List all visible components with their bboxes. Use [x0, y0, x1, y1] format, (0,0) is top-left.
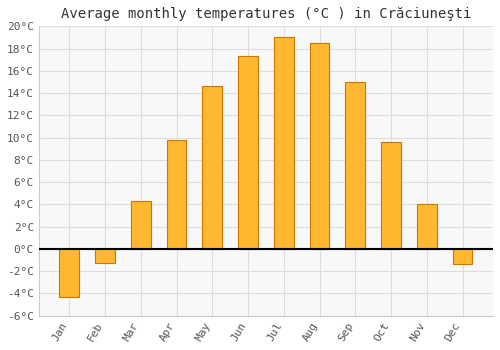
Bar — [60, 249, 79, 297]
Bar — [452, 249, 472, 265]
Bar — [202, 86, 222, 249]
Bar — [417, 204, 436, 249]
Bar — [310, 43, 330, 249]
Bar — [238, 56, 258, 249]
Bar — [346, 82, 365, 249]
Title: Average monthly temperatures (°C ) in Crăciuneşti: Average monthly temperatures (°C ) in Cr… — [60, 7, 471, 21]
Bar — [131, 201, 150, 249]
Bar — [95, 249, 115, 263]
Bar — [274, 37, 293, 249]
Bar — [381, 142, 401, 249]
Bar — [166, 140, 186, 249]
